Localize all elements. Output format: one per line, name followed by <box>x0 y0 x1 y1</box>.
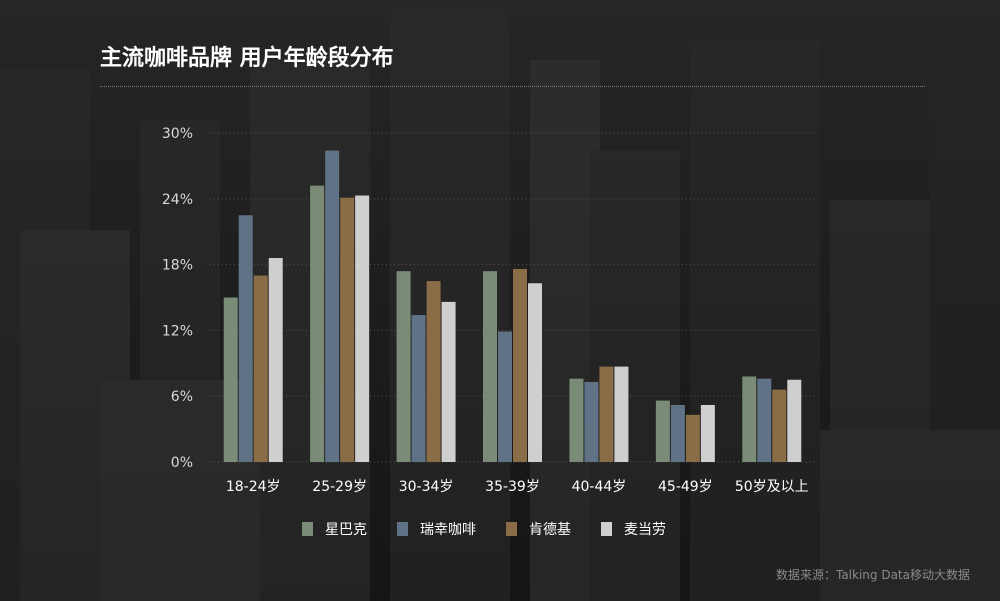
x-category-label: 25-29岁 <box>312 479 367 495</box>
y-tick-label: 0% <box>171 455 193 471</box>
bar <box>700 404 715 462</box>
legend-item: 肯德基 <box>506 519 571 539</box>
x-category-label: 35-39岁 <box>485 479 540 495</box>
bar <box>483 271 497 462</box>
x-axis-categories: 18-24岁 25-29岁 30-34岁 35-39岁 40-44岁 45-49岁 50岁及… <box>226 479 809 495</box>
x-category-label: 50岁及以上 <box>735 479 809 495</box>
legend-label: 麦当劳 <box>624 522 666 538</box>
chart-title: 主流咖啡品牌 用户年龄段分布 <box>100 46 394 71</box>
legend-item: 瑞幸咖啡 <box>397 519 476 539</box>
bar <box>355 195 370 462</box>
x-category-label: 40-44岁 <box>572 479 627 495</box>
bar <box>757 378 772 462</box>
legend-swatch <box>397 522 408 536</box>
x-category-label: 30-34岁 <box>399 479 454 495</box>
legend-swatch <box>506 522 517 536</box>
source-note: 数据来源：Talking Data移动大数据 <box>775 568 970 582</box>
bar <box>742 376 757 462</box>
bar <box>223 297 238 462</box>
legend-label: 肯德基 <box>529 522 571 538</box>
legend-swatch <box>302 522 313 536</box>
bar <box>238 215 253 462</box>
bar <box>528 283 542 462</box>
y-axis-ticks: 0% 6% 12% 18% 24% 30% <box>162 126 193 471</box>
bar <box>614 366 629 462</box>
bar <box>411 315 426 462</box>
bar <box>498 331 512 462</box>
y-tick-label: 12% <box>162 323 193 339</box>
bar <box>325 150 340 462</box>
legend-item: 星巴克 <box>302 519 367 539</box>
y-tick-label: 24% <box>162 192 193 208</box>
bar <box>787 379 802 462</box>
bar <box>426 281 441 462</box>
legend-label: 星巴克 <box>325 522 367 538</box>
bar <box>599 366 614 462</box>
bar <box>253 275 268 462</box>
x-category-label: 45-49岁 <box>658 479 713 495</box>
bar <box>268 258 283 462</box>
bar <box>584 381 599 462</box>
bar <box>340 197 355 462</box>
bar <box>513 268 527 462</box>
title-divider <box>100 86 925 87</box>
bar <box>670 404 685 462</box>
x-category-label: 18-24岁 <box>226 479 281 495</box>
legend-label: 瑞幸咖啡 <box>420 522 476 538</box>
bar <box>569 378 584 462</box>
bar <box>441 301 456 462</box>
y-tick-label: 6% <box>171 389 193 405</box>
bars <box>223 150 802 462</box>
y-tick-label: 18% <box>162 258 193 274</box>
legend: 星巴克 瑞幸咖啡 肯德基 麦当劳 <box>302 519 666 539</box>
bar <box>685 414 700 462</box>
y-tick-label: 30% <box>162 126 193 142</box>
legend-item: 麦当劳 <box>601 519 666 539</box>
legend-swatch <box>601 522 612 536</box>
bar <box>655 400 670 462</box>
bar <box>396 271 411 462</box>
bar <box>310 185 325 462</box>
bar <box>772 389 787 462</box>
